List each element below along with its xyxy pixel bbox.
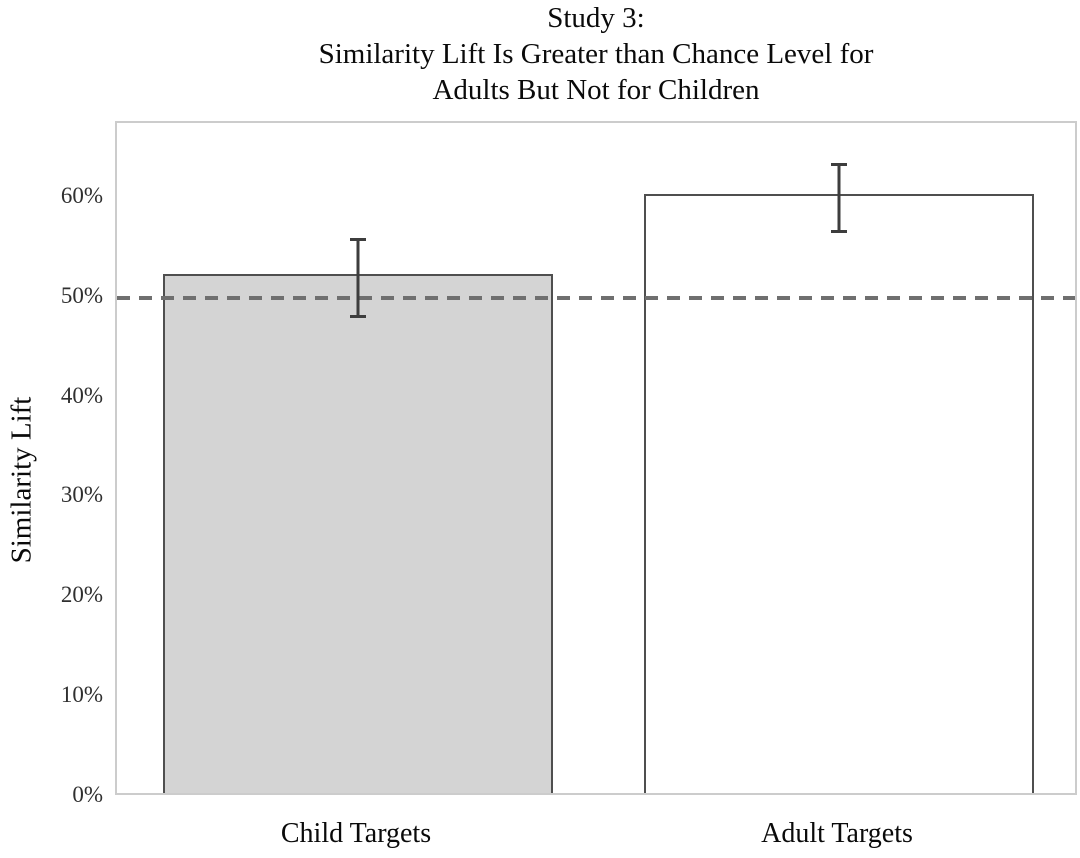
chart-title: Study 3: Similarity Lift Is Greater than… bbox=[318, 2, 874, 106]
error-bar-top-cap bbox=[831, 163, 847, 166]
error-bar-bottom-cap bbox=[350, 315, 366, 318]
bar-child-targets bbox=[163, 274, 553, 793]
y-tick-label-40pct: 40% bbox=[60, 383, 103, 408]
y-tick-label-50pct: 50% bbox=[60, 283, 103, 308]
bar-adult-targets bbox=[644, 194, 1034, 793]
error-bar-bottom-cap bbox=[831, 230, 847, 233]
error-bar-line bbox=[837, 163, 841, 233]
x-axis-label-child-targets: Child Targets bbox=[280, 818, 432, 849]
y-tick-label-10pct: 10% bbox=[60, 682, 103, 707]
y-tick-label-0pct: 0% bbox=[72, 782, 103, 807]
y-tick-label-20pct: 20% bbox=[60, 582, 103, 607]
error-bar-top-cap bbox=[350, 238, 366, 241]
x-axis-label-adult-targets: Adult Targets bbox=[761, 818, 913, 849]
error-bar-line bbox=[356, 238, 360, 318]
y-axis-title: Similarity Lift bbox=[5, 396, 38, 564]
chance-level-dashed-line bbox=[117, 295, 1075, 300]
y-tick-label-60pct: 60% bbox=[60, 183, 103, 208]
y-tick-label-30pct: 30% bbox=[60, 482, 103, 507]
error-bar-child-targets bbox=[350, 238, 366, 318]
error-bar-adult-targets bbox=[831, 163, 847, 233]
plot-area bbox=[115, 121, 1077, 795]
